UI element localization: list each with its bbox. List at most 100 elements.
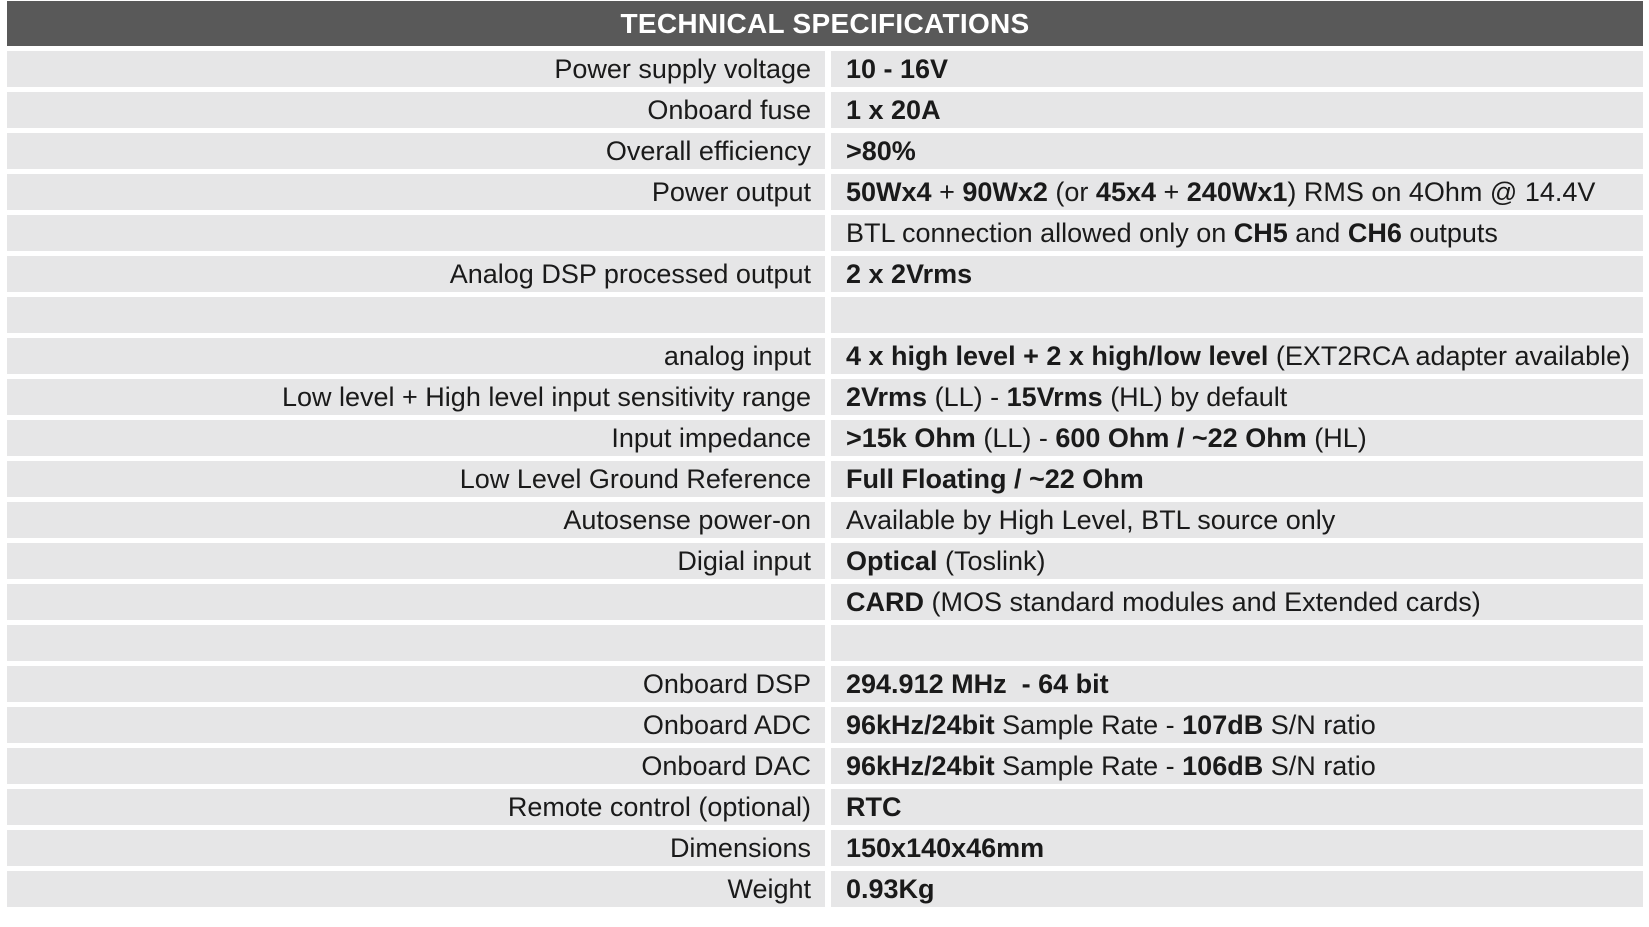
- spec-label-cell: Input impedance: [7, 420, 825, 456]
- spec-value-cell: 2Vrms (LL) - 15Vrms (HL) by default: [831, 379, 1643, 415]
- spec-value-bold: 0.93Kg: [846, 873, 935, 904]
- spec-value-cell: RTC: [831, 789, 1643, 825]
- spec-value-bold: CH5: [1233, 217, 1288, 248]
- spec-value-text: ) RMS on 4Ohm @ 14.4V: [1287, 176, 1596, 207]
- spec-value-bold: 294.912 MHz - 64 bit: [846, 668, 1109, 699]
- spec-value-text: +: [931, 176, 963, 207]
- spec-value-cell: 1 x 20A: [831, 92, 1643, 128]
- spec-label-cell: Onboard ADC: [7, 707, 825, 743]
- spec-value-bold: Full Floating / ~22 Ohm: [846, 463, 1144, 494]
- spec-row: [7, 625, 1643, 661]
- spec-label-cell: Overall efficiency: [7, 133, 825, 169]
- spec-label: Onboard fuse: [647, 94, 811, 125]
- spec-label-cell: Digial input: [7, 543, 825, 579]
- spec-label-cell: [7, 215, 825, 251]
- spec-label: Analog DSP processed output: [449, 258, 811, 289]
- spec-value-text: (MOS standard modules and Extended cards…: [924, 586, 1481, 617]
- spec-label-cell: Onboard DAC: [7, 748, 825, 784]
- spec-rows: Power supply voltage 10 - 16V Onboard fuse…: [7, 51, 1643, 907]
- spec-value-cell: >80%: [831, 133, 1643, 169]
- spec-row: CARD (MOS standard modules and Extended …: [7, 584, 1643, 620]
- spec-label-cell: Dimensions: [7, 830, 825, 866]
- spec-row: Onboard fuse 1 x 20A: [7, 92, 1643, 128]
- spec-value-cell: [831, 297, 1643, 333]
- spec-value-bold: 106dB: [1182, 750, 1264, 781]
- spec-value-cell: 50Wx4 + 90Wx2 (or 45x4 + 240Wx1) RMS on …: [831, 174, 1643, 210]
- spec-row: Onboard ADC 96kHz/24bit Sample Rate - 107…: [7, 707, 1643, 743]
- spec-row: Analog DSP processed output 2 x 2Vrms: [7, 256, 1643, 292]
- spec-value-bold: 15Vrms: [1006, 381, 1103, 412]
- spec-value-cell: Full Floating / ~22 Ohm: [831, 461, 1643, 497]
- spec-label-cell: Power output: [7, 174, 825, 210]
- spec-label: Autosense power-on: [563, 504, 811, 535]
- spec-value-text: Sample Rate -: [994, 750, 1183, 781]
- spec-label-cell: Onboard DSP: [7, 666, 825, 702]
- spec-value-bold: 45x4: [1095, 176, 1156, 207]
- spec-value-bold: >15k Ohm: [846, 422, 976, 453]
- spec-table: TECHNICAL SPECIFICATIONS Power supply vo…: [7, 1, 1643, 907]
- spec-label: Onboard DAC: [641, 750, 811, 781]
- spec-row: Dimensions 150x140x46mm: [7, 830, 1643, 866]
- spec-value-cell: 96kHz/24bit Sample Rate - 107dB S/N rati…: [831, 707, 1643, 743]
- spec-value-bold: CH6: [1347, 217, 1402, 248]
- spec-label: Weight: [727, 873, 811, 904]
- spec-value-bold: Optical: [846, 545, 938, 576]
- spec-value-text: (LL) -: [975, 422, 1056, 453]
- spec-label-cell: [7, 584, 825, 620]
- spec-label: Input impedance: [611, 422, 811, 453]
- spec-value-text: outputs: [1401, 217, 1498, 248]
- spec-value-bold: RTC: [846, 791, 902, 822]
- spec-label-cell: [7, 297, 825, 333]
- spec-value-text: (Toslink): [937, 545, 1046, 576]
- spec-value-bold: 4 x high level + 2 x high/low level: [846, 340, 1269, 371]
- spec-label-cell: analog input: [7, 338, 825, 374]
- spec-label: Power output: [651, 176, 811, 207]
- spec-value-cell: 0.93Kg: [831, 871, 1643, 907]
- spec-row: Power supply voltage 10 - 16V: [7, 51, 1643, 87]
- spec-value-bold: 2 x 2Vrms: [846, 258, 973, 289]
- spec-value-bold: 1 x 20A: [846, 94, 941, 125]
- spec-row: Digial input Optical (Toslink): [7, 543, 1643, 579]
- spec-value-cell: [831, 625, 1643, 661]
- spec-value-text: (or: [1047, 176, 1096, 207]
- spec-label: Power supply voltage: [554, 53, 811, 84]
- spec-value-bold: 96kHz/24bit: [846, 709, 995, 740]
- spec-value-bold: >80%: [846, 135, 916, 166]
- spec-value-text: Available by High Level, BTL source only: [846, 504, 1336, 535]
- spec-value-bold: CARD: [846, 586, 924, 617]
- spec-row: Input impedance >15k Ohm (LL) - 600 Ohm /…: [7, 420, 1643, 456]
- spec-label-cell: Autosense power-on: [7, 502, 825, 538]
- spec-label-cell: Remote control (optional): [7, 789, 825, 825]
- spec-label-cell: Analog DSP processed output: [7, 256, 825, 292]
- spec-value-text: (HL) by default: [1102, 381, 1288, 412]
- spec-value-cell: BTL connection allowed only on CH5 and C…: [831, 215, 1643, 251]
- spec-label-cell: Low Level Ground Reference: [7, 461, 825, 497]
- spec-value-bold: 96kHz/24bit: [846, 750, 995, 781]
- spec-value-bold: 600 Ohm / ~22 Ohm: [1055, 422, 1307, 453]
- spec-label-cell: Low level + High level input sensitivity…: [7, 379, 825, 415]
- spec-row: Low Level Ground Reference Full Floating …: [7, 461, 1643, 497]
- spec-value-cell: Optical (Toslink): [831, 543, 1643, 579]
- spec-value-cell: CARD (MOS standard modules and Extended …: [831, 584, 1643, 620]
- spec-label: Onboard DSP: [642, 668, 811, 699]
- spec-label: Onboard ADC: [642, 709, 811, 740]
- spec-row: Remote control (optional) RTC: [7, 789, 1643, 825]
- spec-value-bold: 107dB: [1182, 709, 1264, 740]
- spec-value-text: (LL) -: [927, 381, 1007, 412]
- spec-row: BTL connection allowed only on CH5 and C…: [7, 215, 1643, 251]
- spec-value-cell: 10 - 16V: [831, 51, 1643, 87]
- spec-value-bold: 150x140x46mm: [846, 832, 1045, 863]
- spec-value-text: S/N ratio: [1263, 750, 1376, 781]
- spec-value-bold: 10 - 16V: [846, 53, 949, 84]
- spec-label: Remote control (optional): [507, 791, 811, 822]
- table-title: TECHNICAL SPECIFICATIONS: [620, 7, 1030, 39]
- spec-row: analog input 4 x high level + 2 x high/lo…: [7, 338, 1643, 374]
- spec-label: Digial input: [677, 545, 811, 576]
- spec-value-cell: 150x140x46mm: [831, 830, 1643, 866]
- spec-value-text: Sample Rate -: [994, 709, 1183, 740]
- spec-label-cell: Onboard fuse: [7, 92, 825, 128]
- spec-row: Onboard DSP 294.912 MHz - 64 bit: [7, 666, 1643, 702]
- spec-value-text: (HL): [1306, 422, 1367, 453]
- spec-value-text: and: [1287, 217, 1348, 248]
- table-title-bar: TECHNICAL SPECIFICATIONS: [7, 1, 1643, 46]
